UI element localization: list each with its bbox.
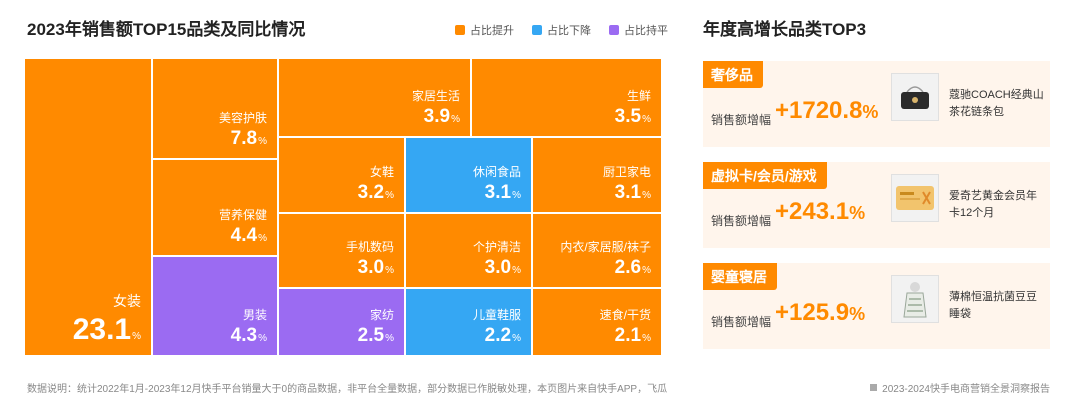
tile-text-group: 营养保健 4.4% xyxy=(219,208,267,247)
treemap-tile: 休闲食品 3.1% xyxy=(406,138,531,212)
treemap-tile: 厨卫家电 3.1% xyxy=(533,138,661,212)
treemap-tile: 男装 4.3% xyxy=(153,257,277,355)
chart-title: 2023年销售额TOP15品类及同比情况 xyxy=(27,20,306,39)
tile-text-group: 男装 4.3% xyxy=(231,308,267,347)
tile-value: 3.0% xyxy=(484,257,521,279)
treemap-tile: 个护清洁 3.0% xyxy=(406,214,531,287)
report-name: 2023-2024快手电商营销全景洞察报告 xyxy=(870,380,1050,395)
card-growth-value: +125.9% xyxy=(775,299,866,326)
legend-label-flat: 占比持平 xyxy=(624,25,668,37)
tile-value: 3.1% xyxy=(484,182,521,204)
right-panel-title: 年度高增长品类TOP3 xyxy=(703,20,867,39)
tile-text-group: 家居生活 3.9% xyxy=(412,89,460,128)
treemap-tile: 女鞋 3.2% xyxy=(279,138,404,212)
treemap-tile: 生鲜 3.5% xyxy=(472,59,661,136)
growth-card-baby: 婴童寝居 销售额增幅 +125.9% 薄棉恒温抗菌豆豆睡袋 xyxy=(703,263,1050,349)
tile-value: 2.1% xyxy=(614,325,651,347)
treemap-tile: 美容护肤 7.8% xyxy=(153,59,277,158)
tile-text-group: 内衣/家居服/袜子 2.6% xyxy=(560,240,651,279)
tile-text-group: 厨卫家电 3.1% xyxy=(603,165,651,204)
tile-label: 家居生活 xyxy=(411,88,460,103)
growth-card-luxury: 奢侈品 销售额增幅 +1720.8% 蔻驰COACH经典山茶花链条包 xyxy=(703,61,1050,147)
tile-text-group: 休闲食品 3.1% xyxy=(473,165,521,204)
handbag-icon xyxy=(891,73,939,121)
tile-text-group: 个护清洁 3.0% xyxy=(473,240,521,279)
legend-swatch-down xyxy=(532,25,542,35)
tile-label: 速食/干货 xyxy=(599,307,651,322)
tile-value: 2.5% xyxy=(357,325,394,347)
legend-label-down: 占比下降 xyxy=(547,25,591,37)
tile-label: 休闲食品 xyxy=(472,164,521,179)
card-growth-value: +1720.8% xyxy=(775,97,879,124)
card-metric-label: 销售额增幅 xyxy=(711,214,772,228)
tile-label: 厨卫家电 xyxy=(602,164,651,179)
report-name-text: 2023-2024快手电商营销全景洞察报告 xyxy=(882,384,1050,395)
data-footnote: 数据说明：统计2022年1月-2023年12月快手平台销量大于0的商品数据，非平… xyxy=(27,384,668,395)
card-metric-label: 销售额增幅 xyxy=(711,113,772,127)
tile-label: 家纺 xyxy=(369,307,394,322)
tile-text-group: 女鞋 3.2% xyxy=(358,165,394,204)
legend: 占比提升 占比下降 占比持平 xyxy=(455,22,668,38)
card-category-tag: 虚拟卡/会员/游戏 xyxy=(703,162,827,189)
treemap-tile: 营养保健 4.4% xyxy=(153,160,277,255)
tile-value: 3.9% xyxy=(423,106,460,128)
tile-label: 生鲜 xyxy=(626,88,651,103)
treemap-tile: 手机数码 3.0% xyxy=(279,214,404,287)
treemap-tile: 儿童鞋服 2.2% xyxy=(406,289,531,355)
tile-text-group: 速食/干货 2.1% xyxy=(600,308,651,347)
growth-card-virtual: 虚拟卡/会员/游戏 销售额增幅 +243.1% 爱奇艺黄金会员年卡12个月 xyxy=(703,162,1050,248)
legend-item-up: 占比提升 xyxy=(455,22,514,38)
tile-value: 3.1% xyxy=(614,182,651,204)
tile-value: 4.3% xyxy=(230,325,267,347)
legend-swatch-up xyxy=(455,25,465,35)
tile-value: 3.2% xyxy=(357,182,394,204)
legend-label-up: 占比提升 xyxy=(470,25,514,37)
tile-text-group: 生鲜 3.5% xyxy=(615,89,651,128)
card-product-name: 蔻驰COACH经典山茶花链条包 xyxy=(949,89,1044,119)
tile-label: 个护清洁 xyxy=(472,239,521,254)
tile-label: 营养保健 xyxy=(218,207,267,222)
tile-value: 4.4% xyxy=(230,225,267,247)
tile-label: 手机数码 xyxy=(345,239,394,254)
tile-value: 2.6% xyxy=(614,257,651,279)
legend-item-flat: 占比持平 xyxy=(609,22,668,38)
tile-text-group: 儿童鞋服 2.2% xyxy=(473,308,521,347)
tile-value: 7.8% xyxy=(230,128,267,150)
card-product-name: 薄棉恒温抗菌豆豆睡袋 xyxy=(949,291,1037,321)
tile-value: 3.5% xyxy=(614,106,651,128)
legend-item-down: 占比下降 xyxy=(532,22,591,38)
card-category-tag: 奢侈品 xyxy=(703,61,763,88)
card-category-tag: 婴童寝居 xyxy=(703,263,777,290)
legend-swatch-flat xyxy=(609,25,619,35)
sleeping-bag-icon xyxy=(891,275,939,323)
tile-label: 女鞋 xyxy=(369,164,394,179)
tile-text-group: 家纺 2.5% xyxy=(358,308,394,347)
tile-value: 23.1% xyxy=(72,312,141,346)
treemap-tile: 家纺 2.5% xyxy=(279,289,404,355)
treemap-tile: 内衣/家居服/袜子 2.6% xyxy=(533,214,661,287)
card-metric-label: 销售额增幅 xyxy=(711,315,772,329)
card-product-name: 爱奇艺黄金会员年卡12个月 xyxy=(949,190,1037,220)
card-growth-value: +243.1% xyxy=(775,198,866,225)
treemap-chart: 女装 23.1% 美容护肤 7.8% 营养保健 4.4% 男装 4.3% 家居生活 3.9% 生鲜 3… xyxy=(25,59,661,355)
tile-text-group: 手机数码 3.0% xyxy=(346,240,394,279)
tile-label: 男装 xyxy=(242,307,267,322)
membership-card-icon xyxy=(891,174,939,222)
tile-label: 内衣/家居服/袜子 xyxy=(560,239,651,254)
tile-text-group: 美容护肤 7.8% xyxy=(219,111,267,150)
tile-text-group: 女装 23.1% xyxy=(73,293,141,347)
square-icon xyxy=(870,384,878,391)
tile-value: 3.0% xyxy=(357,257,394,279)
tile-label: 美容护肤 xyxy=(218,110,267,125)
tile-value: 2.2% xyxy=(484,325,521,347)
treemap-tile: 速食/干货 2.1% xyxy=(533,289,661,355)
treemap-tile: 女装 23.1% xyxy=(25,59,151,355)
tile-label: 儿童鞋服 xyxy=(472,307,521,322)
tile-label: 女装 xyxy=(113,292,141,309)
treemap-tile: 家居生活 3.9% xyxy=(279,59,470,136)
